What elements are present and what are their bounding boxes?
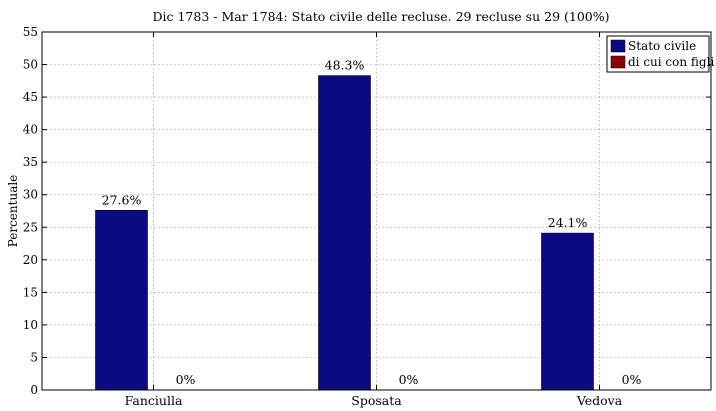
data-labels: 27.6% 48.3% 24.1% 0% 0% 0% xyxy=(102,58,642,387)
legend-swatch xyxy=(610,39,626,53)
y-tick-label: 30 xyxy=(23,188,38,202)
bar-stato-civile xyxy=(95,210,148,391)
y-tick-label: 0 xyxy=(30,383,38,397)
bar-stato-civile xyxy=(541,232,594,391)
y-tick-label: 20 xyxy=(23,253,38,267)
y-tick-label: 50 xyxy=(23,58,38,72)
bars xyxy=(95,75,594,391)
data-label: 24.1% xyxy=(548,215,588,230)
y-axis-label: Percentuale xyxy=(6,175,20,248)
y-tick-label: 45 xyxy=(23,90,38,104)
y-tick-label: 10 xyxy=(23,318,38,332)
data-label: 0% xyxy=(176,372,196,387)
data-label: 0% xyxy=(622,372,642,387)
grid-lines xyxy=(42,32,711,390)
legend: Stato civile di cui con figli xyxy=(606,35,714,73)
y-tick-label: 5 xyxy=(30,350,38,364)
y-tick-label: 25 xyxy=(23,220,38,234)
legend-entry: di cui con figli xyxy=(628,55,714,69)
y-tick-label: 35 xyxy=(23,155,38,169)
y-tick-label: 15 xyxy=(23,285,38,299)
chart-title: Dic 1783 - Mar 1784: Stato civile delle … xyxy=(152,9,609,24)
legend-entry: Stato civile xyxy=(628,39,696,53)
category-label: Fanciulla xyxy=(125,393,183,408)
legend-swatch xyxy=(610,55,626,69)
y-tick-label: 55 xyxy=(23,25,38,39)
data-label: 48.3% xyxy=(325,58,365,73)
data-label: 27.6% xyxy=(102,192,142,207)
category-label: Vedova xyxy=(576,393,623,408)
category-label: Sposata xyxy=(351,393,402,408)
axis-ticks: 0 5 10 15 20 25 30 35 40 45 50 55 Fanciulla Sposata Ve… xyxy=(23,25,711,408)
data-label: 0% xyxy=(399,372,419,387)
y-tick-label: 40 xyxy=(23,123,38,137)
bar-stato-civile xyxy=(318,75,371,391)
